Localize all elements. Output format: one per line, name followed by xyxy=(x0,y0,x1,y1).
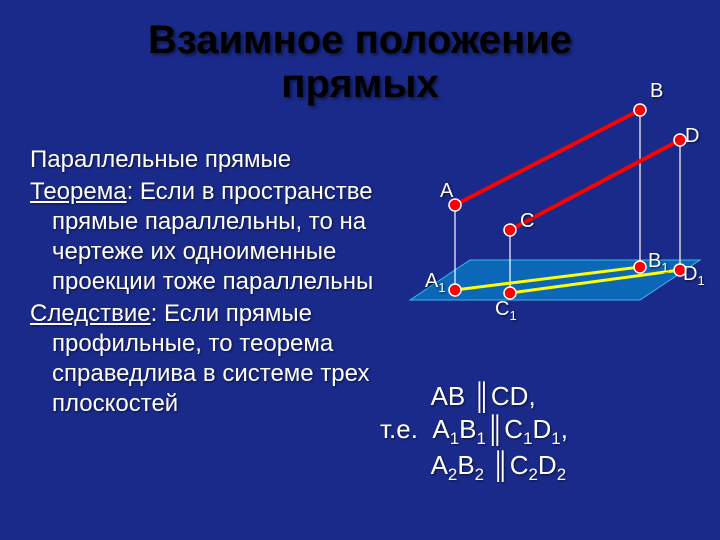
corollary-block: Следствие: Если прямые профильные, то те… xyxy=(30,299,380,419)
point-label-A1: A1 xyxy=(425,270,446,295)
projection-diagram: ABCDA1B1C1D1 xyxy=(380,100,710,360)
theorem-block: Теорема: Если в пространстве прямые пара… xyxy=(30,177,380,297)
corollary-label: Следствие xyxy=(30,300,151,327)
title-line-1: Взаимное положение xyxy=(148,18,572,62)
parallel-heading: Параллельные прямые xyxy=(30,145,380,175)
formula-row-2: т.е. A1B1║C1D1, xyxy=(380,413,700,449)
point-label-D1: D1 xyxy=(683,263,705,288)
formula-row-1: AB ║CD, xyxy=(380,380,700,413)
diagram-svg xyxy=(380,100,710,360)
point-label-A: A xyxy=(440,180,453,203)
point-label-B1: B1 xyxy=(648,250,669,275)
formula-row-3: A2B2 ║C2D2 xyxy=(380,449,700,485)
slide-title: Взаимное положение прямых xyxy=(0,18,720,106)
slide-root: Взаимное положение прямых Параллельные п… xyxy=(0,0,720,540)
theorem-label: Теорема xyxy=(30,178,127,205)
body-text: Параллельные прямые Теорема: Если в прос… xyxy=(30,145,380,421)
point-label-D: D xyxy=(685,125,699,148)
point-label-C1: C1 xyxy=(495,298,517,323)
point-label-C: C xyxy=(520,210,534,233)
formulas-block: AB ║CD,т.е. A1B1║C1D1, A2B2 ║C2D2 xyxy=(380,380,700,485)
point-label-B: B xyxy=(650,80,663,103)
